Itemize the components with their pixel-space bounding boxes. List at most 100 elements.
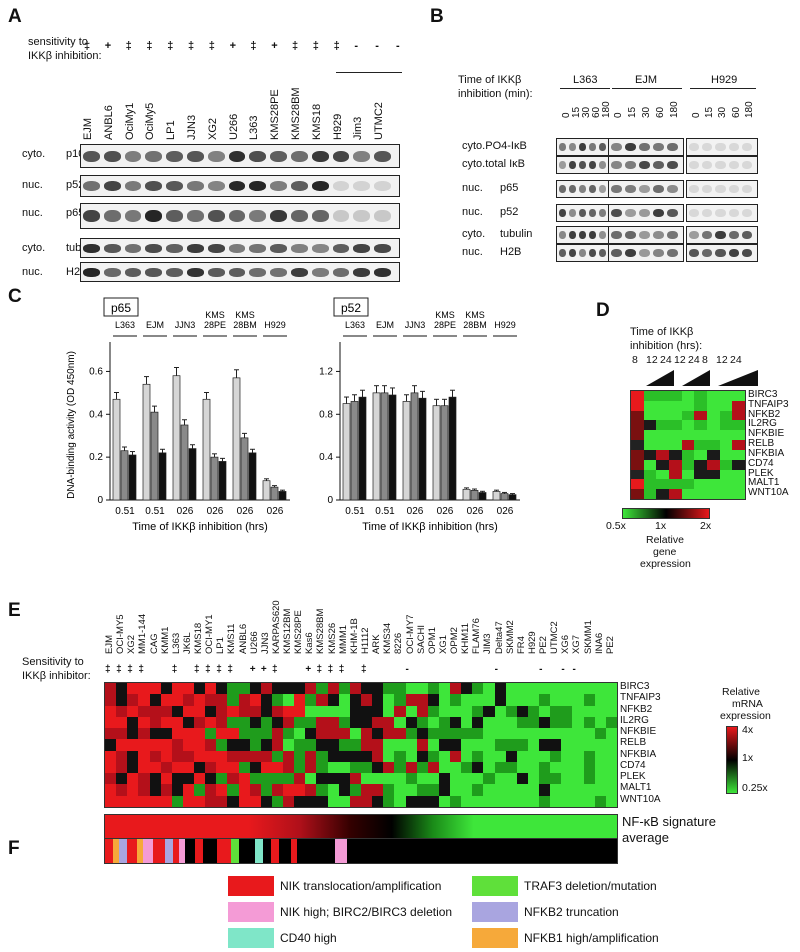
heatmap-cell: [216, 716, 228, 729]
heatmap-cell: [216, 728, 228, 740]
lesion-segment: [263, 839, 271, 863]
heatmap-cell: [116, 761, 128, 774]
heatmap-cell: [472, 716, 484, 729]
heatmap-cell: [283, 750, 295, 763]
heatmap-cell: [694, 391, 708, 402]
band: [103, 267, 121, 277]
cell-line-label: JJN3: [259, 632, 271, 654]
gene-label: TNFAIP3: [748, 398, 789, 410]
gene-label: NFKB2: [748, 408, 781, 420]
heatmap-cell: [416, 728, 429, 740]
heatmap-cell: [249, 716, 262, 729]
heatmap-cell: [605, 705, 618, 718]
legend-label: TRAF3 deletion/mutation: [524, 879, 657, 893]
heatmap-cell: [450, 716, 462, 729]
heatmap-cell: [550, 716, 562, 729]
heatmap-cell: [383, 761, 395, 774]
heatmap-cell: [305, 705, 317, 718]
blot-strip: [80, 203, 400, 229]
heatmap-cell: [182, 773, 195, 785]
heatmap-cell: [194, 784, 206, 797]
band: [207, 210, 225, 222]
heatmap-cell: [605, 773, 618, 785]
band: [667, 249, 678, 257]
heatmap-cell: [305, 773, 317, 785]
band: [103, 150, 121, 162]
heatmap-cell: [694, 469, 708, 480]
group-label: L363: [115, 320, 135, 330]
band: [741, 185, 752, 193]
heatmap-cell: [316, 750, 329, 763]
heatmap-cell: [249, 795, 262, 808]
heatmap-cell: [316, 694, 329, 707]
heatmap-cell: [260, 784, 273, 797]
gene-label: NFKB2: [620, 703, 653, 715]
heatmap-cell: [472, 694, 484, 707]
heatmap-cell: [338, 761, 351, 774]
heatmap-cell: [572, 739, 585, 752]
heatmap-cell: [669, 479, 683, 490]
heatmap-cell: [316, 705, 329, 718]
bar: [150, 411, 159, 501]
band: [83, 243, 100, 253]
y-tick-label: 0: [97, 495, 103, 506]
legend-swatch: [472, 928, 518, 948]
heatmap-cell: [149, 683, 162, 695]
band: [689, 231, 700, 239]
heatmap-cell: [450, 728, 462, 740]
band: [639, 185, 650, 193]
bar: [402, 401, 411, 501]
heatmap-cell: [149, 773, 162, 785]
heatmap-cell: [505, 784, 518, 797]
heatmap-cell: [719, 440, 733, 451]
heatmap-cell: [719, 469, 733, 480]
y-tick-label: 1.2: [319, 366, 333, 377]
heatmap-cell: [527, 784, 540, 797]
heatmap-cell: [349, 694, 362, 707]
x-tick-label: 026: [437, 506, 454, 517]
heatmap-cell: [416, 716, 429, 729]
band: [145, 181, 163, 191]
band: [702, 143, 713, 151]
heatmap-cell: [643, 479, 657, 490]
cell-line-label: KHM-1B: [348, 618, 360, 654]
band: [270, 243, 287, 253]
heatmap-cell: [138, 750, 151, 763]
heatmap-cell: [149, 750, 162, 763]
heatmap-cell: [383, 773, 395, 785]
band: [702, 249, 713, 257]
heatmap-cell: [656, 420, 670, 431]
band: [207, 267, 225, 277]
lesion-bar: [104, 838, 618, 864]
bar: [128, 454, 137, 501]
gene-label: WNT10A: [620, 793, 661, 805]
band: [579, 231, 586, 239]
heatmap-cell: [316, 761, 329, 774]
heatmap-cell: [294, 739, 306, 752]
band: [124, 210, 142, 222]
heatmap-cell: [383, 683, 395, 695]
heatmap-cell: [383, 739, 395, 752]
heatmap-cell: [361, 784, 373, 797]
heatmap-cell: [694, 430, 708, 441]
heatmap-cell: [643, 430, 657, 441]
heatmap-cell: [116, 739, 128, 752]
cell-line-label: 8226: [393, 632, 405, 654]
group-label: H929: [264, 320, 286, 330]
cell-line-label: KMS28BM: [290, 87, 302, 140]
heatmap-cell: [438, 716, 451, 729]
band: [166, 150, 183, 162]
bar: [232, 377, 241, 501]
heatmap-cell: [550, 761, 562, 774]
time-label-2: inhibition (min):: [458, 88, 533, 100]
heatmap-cell: [438, 773, 451, 785]
heatmap-cell: [394, 750, 407, 763]
band: [702, 185, 713, 193]
heatmap-cell: [227, 705, 240, 718]
heatmap-cell: [483, 739, 496, 752]
heatmap-cell: [450, 705, 462, 718]
band: [124, 243, 142, 253]
band: [270, 181, 287, 191]
heatmap-cell: [427, 705, 440, 718]
band: [291, 210, 308, 222]
